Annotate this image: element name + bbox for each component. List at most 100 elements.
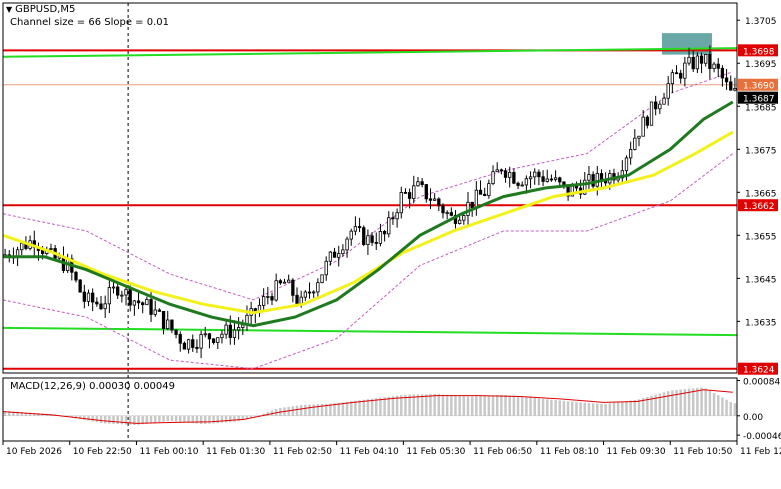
- time-tick-label: 10 Feb 2026: [6, 447, 62, 457]
- macd-histogram-bar: [475, 396, 478, 416]
- candle-body: [474, 189, 478, 209]
- time-tick-label: 11 Feb 10:50: [673, 447, 732, 457]
- macd-histogram-bar: [537, 398, 541, 416]
- candle-body: [86, 292, 91, 302]
- macd-histogram-bar: [366, 399, 370, 416]
- channel-upper-band: [2, 71, 733, 301]
- symbol-label[interactable]: ▼ GBPUSD,M5: [6, 4, 75, 15]
- macd-histogram-bar: [266, 412, 270, 416]
- candle-body: [99, 303, 103, 310]
- macd-histogram-bar: [579, 402, 582, 416]
- candle-body: [295, 294, 299, 304]
- candle-body: [512, 171, 516, 184]
- macd-histogram-bar: [562, 400, 566, 416]
- macd-histogram-bar: [700, 387, 703, 416]
- macd-histogram-bar: [16, 411, 19, 416]
- macd-histogram-bar: [295, 405, 299, 416]
- candle-body: [332, 251, 337, 258]
- macd-histogram-bar: [337, 402, 340, 416]
- macd-histogram-bar: [216, 415, 220, 424]
- channel-lower-band: [2, 153, 734, 370]
- candle-body: [182, 342, 187, 350]
- candle-body: [132, 300, 137, 306]
- candle-body: [424, 184, 428, 200]
- macd-histogram-bar: [491, 395, 495, 416]
- macd-histogram-bar: [158, 415, 161, 423]
- macd-histogram-bar: [103, 415, 107, 424]
- macd-histogram-bar: [212, 415, 215, 424]
- macd-histogram-bar: [704, 388, 707, 416]
- candle-body: [74, 271, 78, 281]
- macd-histogram-bar: [696, 387, 699, 416]
- candle-body: [704, 54, 708, 64]
- candle-body: [428, 198, 433, 201]
- macd-histogram-bar: [120, 415, 124, 425]
- candle-body: [20, 242, 24, 251]
- macd-histogram-bar: [658, 393, 662, 416]
- dropdown-triangle-icon[interactable]: ▼: [6, 5, 13, 14]
- candle-body: [362, 227, 366, 245]
- macd-histogram-bar: [258, 415, 261, 416]
- macd-histogram-bar: [616, 402, 620, 416]
- candle-body: [161, 310, 166, 329]
- candle-body: [274, 280, 278, 301]
- macd-histogram-bar: [349, 401, 353, 416]
- candle-body: [324, 260, 328, 276]
- candle-body: [40, 250, 45, 254]
- macd-histogram-bar: [345, 401, 349, 416]
- candle-body: [387, 217, 391, 235]
- candle-body: [495, 169, 499, 173]
- candle-body: [136, 300, 141, 304]
- macd-histogram-bar: [24, 412, 28, 416]
- macd-histogram-bar: [558, 400, 562, 416]
- axes: 1.3705 1.3695 1.3685 1.3675 1.3665 1.3655 1.36…: [2, 2, 781, 457]
- time-tick-label: 11 Feb 06:50: [473, 447, 532, 457]
- candle-body: [116, 286, 120, 296]
- candle-body: [720, 67, 725, 79]
- candle-body: [366, 235, 370, 245]
- candle-body: [266, 296, 270, 298]
- time-tick-label: 11 Feb 04:10: [340, 447, 399, 457]
- macd-histogram-bar: [500, 394, 503, 416]
- candle-body: [470, 201, 474, 209]
- candle-body: [270, 296, 274, 301]
- candle-body: [82, 291, 86, 302]
- level-tag-3: [738, 199, 778, 212]
- macd-histogram-bar: [3, 410, 7, 416]
- candle-body: [549, 178, 554, 181]
- candle-body: [241, 324, 245, 328]
- candle-body: [695, 55, 700, 70]
- macd-histogram-bar: [91, 415, 94, 422]
- macd-histogram-bar: [691, 388, 695, 416]
- macd-histogram-bar: [716, 395, 720, 416]
- macd-histogram-bar: [224, 415, 228, 423]
- macd-histogram-bar: [354, 400, 357, 416]
- macd-histogram-bar: [662, 392, 666, 416]
- macd-histogram-bar: [304, 404, 307, 416]
- macd-histogram-bar: [666, 391, 670, 416]
- candle-body: [574, 185, 579, 189]
- candle-body: [357, 226, 362, 229]
- candle-body: [220, 333, 224, 339]
- candle-body: [445, 212, 449, 215]
- candle-body: [537, 171, 541, 178]
- candle-body: [186, 339, 191, 350]
- candle-body: [291, 279, 295, 296]
- time-tick-label: 11 Feb 00:10: [139, 447, 198, 457]
- candle-body: [370, 235, 374, 243]
- candle-body: [166, 319, 170, 329]
- macd-histogram-bar: [78, 415, 82, 420]
- macd-histogram-bar: [133, 415, 136, 425]
- candle-body: [211, 338, 216, 343]
- macd-histogram-bar: [591, 403, 595, 416]
- macd-histogram-bar: [420, 394, 424, 416]
- candle-body: [541, 176, 545, 182]
- macd-histogram-bar: [416, 394, 420, 416]
- symbol-text: GBPUSD,M5: [15, 4, 76, 15]
- macd-histogram-bar: [362, 399, 365, 416]
- price-tick-label: 1.3645: [745, 275, 777, 285]
- macd-histogram-bar: [20, 412, 24, 416]
- macd-histogram-bar: [400, 395, 403, 416]
- candle-body: [299, 296, 303, 304]
- macd-histogram-bar: [8, 411, 11, 416]
